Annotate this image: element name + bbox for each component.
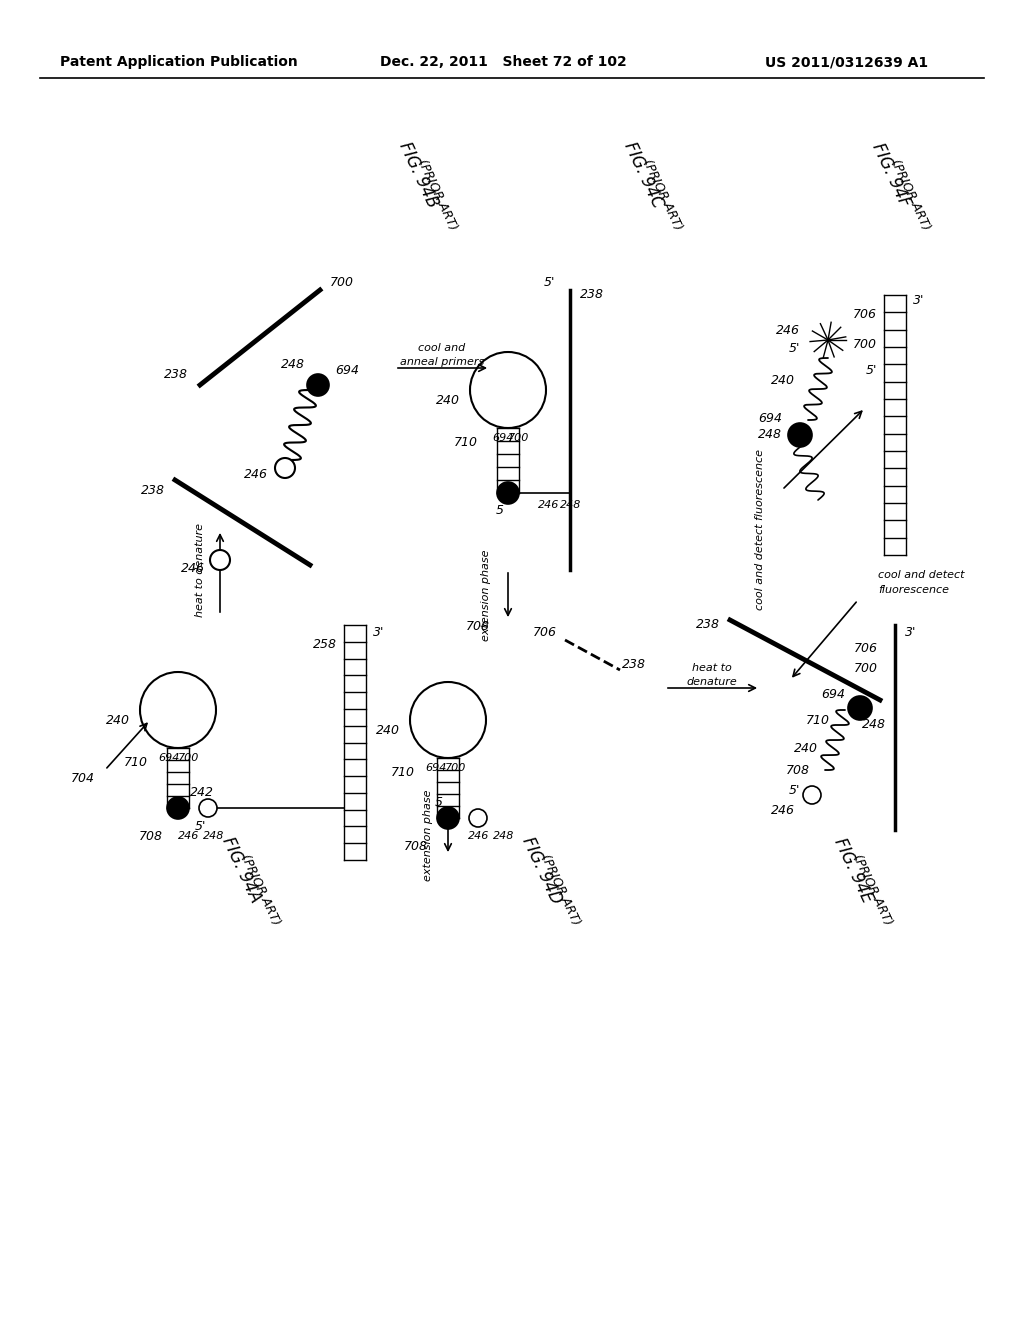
Text: 240: 240 xyxy=(436,393,460,407)
Text: 694: 694 xyxy=(492,433,513,444)
Text: anneal primers: anneal primers xyxy=(400,356,484,367)
Text: 708: 708 xyxy=(786,763,810,776)
Text: 246: 246 xyxy=(538,500,559,510)
Circle shape xyxy=(199,799,217,817)
Text: FIG. 94A: FIG. 94A xyxy=(218,834,264,906)
Text: 5': 5' xyxy=(788,784,800,796)
Text: 710: 710 xyxy=(124,756,148,770)
Text: 240: 240 xyxy=(106,714,130,726)
Text: 5': 5' xyxy=(788,342,800,355)
Text: 246: 246 xyxy=(468,832,489,841)
Text: 694: 694 xyxy=(335,363,359,376)
Text: 248: 248 xyxy=(493,832,514,841)
Circle shape xyxy=(210,550,230,570)
Text: cool and detect: cool and detect xyxy=(878,570,965,579)
Text: 706: 706 xyxy=(853,309,877,322)
Text: 700: 700 xyxy=(178,752,200,763)
Text: (PRIOR ART): (PRIOR ART) xyxy=(415,157,460,232)
Text: (PRIOR ART): (PRIOR ART) xyxy=(640,157,684,232)
Text: 710: 710 xyxy=(391,767,415,780)
Text: 708: 708 xyxy=(404,840,428,853)
Circle shape xyxy=(437,807,459,829)
Text: 5': 5' xyxy=(544,276,555,289)
Text: extension phase: extension phase xyxy=(481,549,490,640)
Text: 248: 248 xyxy=(758,429,782,441)
Text: extension phase: extension phase xyxy=(423,789,433,880)
Text: Dec. 22, 2011   Sheet 72 of 102: Dec. 22, 2011 Sheet 72 of 102 xyxy=(380,55,627,69)
Text: 694: 694 xyxy=(425,763,446,774)
Text: heat to: heat to xyxy=(692,663,732,673)
Text: 238: 238 xyxy=(580,289,604,301)
Text: 258: 258 xyxy=(313,639,337,652)
Circle shape xyxy=(497,482,519,504)
Text: 238: 238 xyxy=(164,368,188,381)
Text: 710: 710 xyxy=(454,437,478,450)
Text: 248: 248 xyxy=(281,359,305,371)
Text: 5: 5 xyxy=(435,796,443,809)
Text: 246: 246 xyxy=(244,469,268,482)
Text: (PRIOR ART): (PRIOR ART) xyxy=(538,853,583,928)
Text: 240: 240 xyxy=(794,742,818,755)
Text: 246: 246 xyxy=(771,804,795,817)
Text: (PRIOR ART): (PRIOR ART) xyxy=(850,853,894,928)
Text: 238: 238 xyxy=(622,659,646,672)
Text: 700: 700 xyxy=(508,433,529,444)
Text: 708: 708 xyxy=(139,829,163,842)
Text: 248: 248 xyxy=(560,500,582,510)
Circle shape xyxy=(469,809,487,828)
Text: 3': 3' xyxy=(905,626,916,639)
Text: 706: 706 xyxy=(534,627,557,639)
Text: 694: 694 xyxy=(758,412,782,425)
Text: 3': 3' xyxy=(373,626,384,639)
Text: 710: 710 xyxy=(806,714,830,726)
Circle shape xyxy=(167,797,189,818)
Text: FIG. 94C: FIG. 94C xyxy=(620,139,667,211)
Text: 700: 700 xyxy=(445,763,466,774)
Text: fluorescence: fluorescence xyxy=(878,585,949,595)
Text: 700: 700 xyxy=(853,338,877,351)
Text: 5': 5' xyxy=(865,363,877,376)
Text: 242: 242 xyxy=(190,787,214,800)
Text: 708: 708 xyxy=(466,620,490,634)
Text: FIG. 94F: FIG. 94F xyxy=(868,140,913,210)
Text: 246: 246 xyxy=(776,323,800,337)
Text: FIG. 94D: FIG. 94D xyxy=(518,834,564,907)
Circle shape xyxy=(803,785,821,804)
Text: cool and detect fluorescence: cool and detect fluorescence xyxy=(755,450,765,610)
Text: 248: 248 xyxy=(203,832,224,841)
Text: 706: 706 xyxy=(854,642,878,655)
Text: 240: 240 xyxy=(376,723,400,737)
Text: 248: 248 xyxy=(862,718,886,731)
Circle shape xyxy=(848,696,872,719)
Text: 694: 694 xyxy=(158,752,179,763)
Text: FIG. 94E: FIG. 94E xyxy=(830,834,876,906)
Text: heat to denature: heat to denature xyxy=(195,523,205,616)
Text: 5': 5' xyxy=(195,820,206,833)
Circle shape xyxy=(788,422,812,447)
Text: 238: 238 xyxy=(141,483,165,496)
Text: 246: 246 xyxy=(178,832,200,841)
Text: 3': 3' xyxy=(913,293,925,306)
Text: (PRIOR ART): (PRIOR ART) xyxy=(888,157,932,232)
Text: 238: 238 xyxy=(696,619,720,631)
Text: US 2011/0312639 A1: US 2011/0312639 A1 xyxy=(765,55,928,69)
Text: 240: 240 xyxy=(771,374,795,387)
Text: 700: 700 xyxy=(854,661,878,675)
Text: 694: 694 xyxy=(821,689,845,701)
Text: (PRIOR ART): (PRIOR ART) xyxy=(238,853,283,928)
Text: 700: 700 xyxy=(330,276,354,289)
Circle shape xyxy=(307,374,329,396)
Text: Patent Application Publication: Patent Application Publication xyxy=(60,55,298,69)
Text: 246: 246 xyxy=(181,561,205,574)
Text: FIG. 94B: FIG. 94B xyxy=(395,139,441,211)
Text: denature: denature xyxy=(687,677,737,686)
Text: 704: 704 xyxy=(71,771,95,784)
Text: cool and: cool and xyxy=(419,343,466,352)
Circle shape xyxy=(275,458,295,478)
Text: 5: 5 xyxy=(496,504,504,517)
